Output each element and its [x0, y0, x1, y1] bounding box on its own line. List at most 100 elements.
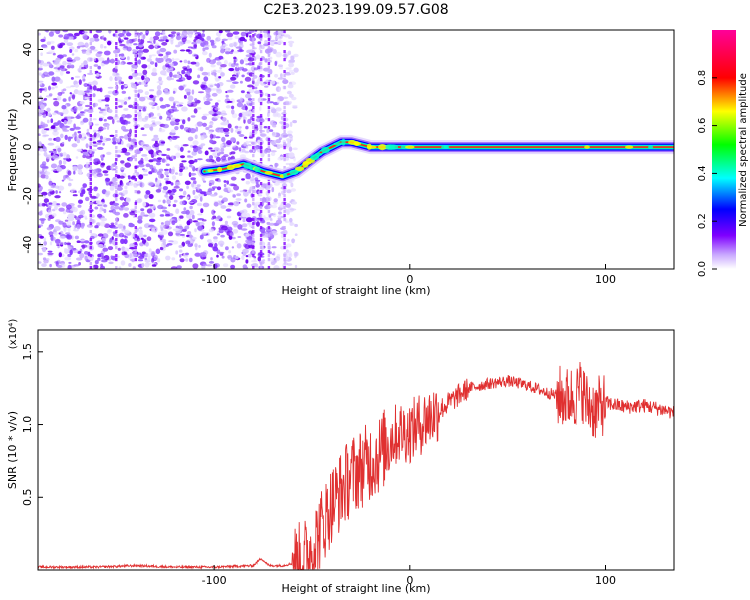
spectrogram-noise-speck	[67, 226, 71, 233]
spectrogram-noise-speck	[55, 30, 61, 35]
spectrogram-noise-speck	[206, 159, 212, 163]
spectrogram-noise-speck	[93, 64, 99, 67]
spectrogram-noise-speck	[218, 229, 224, 234]
spectrogram-noise-speck	[48, 93, 53, 97]
spectrogram-noise-speck	[174, 58, 180, 61]
spectrogram-noise-speck	[54, 85, 58, 89]
spectrogram-noise-speck	[158, 168, 164, 172]
spectrogram-noise-speck	[76, 224, 81, 230]
colorbar-ticks: 0.00.20.40.60.8	[697, 70, 717, 277]
spectrogram-noise-speck	[120, 81, 124, 84]
spectrogram-streak	[259, 34, 263, 38]
spectrogram-noise-speck	[174, 126, 179, 131]
spectrogram-noise-speck	[230, 264, 236, 269]
spectrogram-noise-speck	[230, 127, 234, 133]
spectrogram-noise-speck	[206, 98, 213, 102]
spectrogram-noise-speck	[203, 100, 211, 106]
spectrogram-ridge-blob	[625, 145, 634, 149]
spectrogram-noise-speck	[224, 30, 231, 33]
colorbar-tick-label: 0.4	[697, 165, 708, 181]
spectrogram-ridge-blob	[283, 173, 288, 178]
spectrogram-noise-speck	[171, 257, 176, 261]
spectrogram-streak	[115, 254, 118, 258]
spectrogram-noise-speck	[189, 209, 195, 216]
spectrogram-noise-speck	[121, 140, 124, 145]
spectrogram-streak	[252, 74, 255, 78]
spectrogram-noise-speck	[244, 150, 250, 154]
spectrogram-noise-speck	[187, 243, 193, 248]
spectrogram-streak	[115, 134, 118, 138]
spectrogram-noise-speck	[42, 247, 47, 253]
spectrogram-noise-speck	[219, 66, 223, 70]
spectrogram-noise-speck	[136, 198, 142, 204]
spectrogram-noise-speck	[177, 146, 181, 151]
spectrogram-noise-speck	[39, 88, 43, 93]
spectrogram-noise-speck	[41, 202, 46, 207]
spectrogram-noise-speck	[203, 76, 209, 82]
spectrogram-noise-speck	[159, 57, 164, 63]
spectrogram-noise-speck	[67, 170, 72, 176]
spectrogram-noise-speck	[195, 146, 201, 151]
spectrogram-noise-speck	[132, 266, 136, 269]
spectrogram-streak	[134, 230, 137, 234]
spectrogram-noise-speck	[249, 149, 253, 153]
spectrogram-streak	[267, 118, 271, 122]
spectrogram-noise-speck	[162, 186, 169, 191]
spectrogram-noise-speck	[176, 71, 181, 75]
spectrogram-noise-speck	[61, 179, 65, 182]
spectrogram-ridge-blob	[388, 144, 399, 150]
spectrogram-noise-speck	[71, 143, 78, 148]
spectrogram-noise-speck	[50, 235, 54, 241]
spectrogram-noise-speck	[163, 89, 169, 92]
spectrogram-noise-speck	[137, 89, 144, 94]
spectrogram-streak	[252, 42, 255, 46]
spectrogram-noise-speck	[38, 252, 43, 256]
spectrogram-noise-speck	[155, 248, 161, 255]
spectrogram-noise-speck	[223, 183, 227, 188]
spectrogram-noise-speck	[68, 261, 72, 264]
spectrogram-noise-speck	[163, 91, 171, 95]
spectrogram-streak	[252, 106, 255, 110]
spectrogram-noise-speck	[43, 240, 47, 246]
spectrogram-noise-speck	[207, 239, 212, 243]
spectrogram-noise-speck	[110, 222, 115, 226]
spectrogram-noise-speck	[184, 225, 190, 230]
spectrogram-streak	[89, 110, 92, 114]
spectrogram-noise-speck	[78, 79, 82, 85]
spectrogram-noise-speck	[190, 61, 197, 65]
spectrogram-streak	[115, 42, 118, 46]
spectrogram-noise-speck	[267, 48, 273, 53]
spectrogram-noise-speck	[200, 136, 205, 141]
spectrogram-noise-speck	[43, 45, 48, 48]
spectrogram-noise-speck	[129, 258, 134, 262]
spectrogram-noise-speck	[93, 132, 97, 138]
spectrogram-streak	[89, 146, 92, 150]
spectrogram-noise-speck	[65, 71, 71, 74]
spectrogram-streak	[134, 158, 137, 162]
spectrogram-streak	[134, 238, 137, 242]
spectrogram-noise-speck	[208, 243, 214, 248]
spectrogram-streak	[252, 210, 255, 214]
spectrogram-noise-speck	[208, 52, 212, 58]
spectrogram-noise-speck	[193, 108, 198, 114]
spectrogram-ridge-blob	[207, 169, 214, 173]
spectrogram-noise-speck	[78, 114, 85, 117]
spectrogram-noise-speck	[165, 213, 170, 217]
spectrogram-noise-speck	[232, 81, 239, 84]
spectrogram-streak	[267, 94, 271, 98]
spectrogram-noise-speck	[249, 35, 252, 38]
spectrogram-streak	[259, 146, 263, 150]
spectrogram-noise-speck	[164, 170, 170, 175]
spectrogram-noise-speck	[151, 227, 156, 233]
spectrogram-noise-speck	[255, 179, 261, 182]
spectrogram-noise-speck	[70, 85, 76, 88]
spectrogram-noise-speck	[241, 178, 245, 181]
spectrogram-noise-speck	[184, 40, 192, 44]
spectrogram-noise-speck	[61, 141, 65, 145]
spectrogram-noise-speck	[162, 123, 169, 129]
spectrogram-noise-speck	[241, 228, 248, 231]
spectrogram-streak	[89, 98, 92, 102]
spectrogram-noise-speck	[287, 50, 292, 56]
spectrogram-noise-speck	[191, 183, 195, 188]
spectrogram-noise-speck	[157, 51, 161, 55]
